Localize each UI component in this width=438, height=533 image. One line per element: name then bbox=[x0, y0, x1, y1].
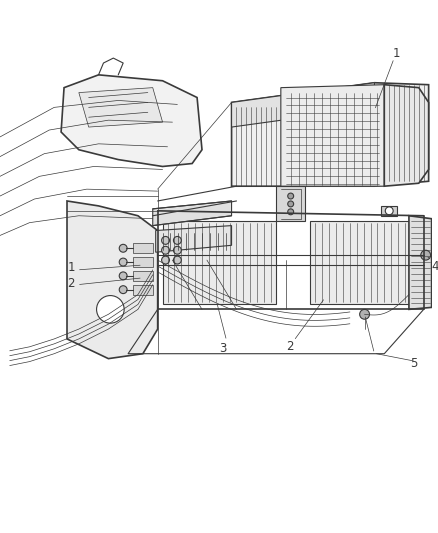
Polygon shape bbox=[232, 83, 374, 127]
Circle shape bbox=[173, 237, 181, 244]
Text: 4: 4 bbox=[431, 260, 438, 272]
Polygon shape bbox=[179, 206, 195, 216]
Circle shape bbox=[288, 209, 293, 215]
Circle shape bbox=[119, 258, 127, 266]
Polygon shape bbox=[381, 206, 397, 216]
Circle shape bbox=[288, 193, 293, 199]
Circle shape bbox=[173, 246, 181, 254]
Polygon shape bbox=[384, 85, 429, 186]
Polygon shape bbox=[133, 244, 153, 253]
Polygon shape bbox=[67, 201, 158, 359]
Circle shape bbox=[385, 207, 393, 215]
Text: 5: 5 bbox=[410, 357, 417, 370]
Circle shape bbox=[292, 207, 300, 215]
Polygon shape bbox=[276, 186, 305, 221]
Circle shape bbox=[288, 201, 293, 207]
Circle shape bbox=[360, 309, 370, 319]
Polygon shape bbox=[311, 221, 409, 304]
Polygon shape bbox=[133, 285, 153, 295]
Polygon shape bbox=[409, 216, 431, 309]
Text: 1: 1 bbox=[392, 47, 400, 60]
Circle shape bbox=[173, 256, 181, 264]
Polygon shape bbox=[155, 225, 232, 252]
Circle shape bbox=[183, 207, 191, 215]
Polygon shape bbox=[133, 271, 153, 281]
Circle shape bbox=[421, 250, 431, 260]
Text: 1: 1 bbox=[67, 262, 75, 274]
Text: 3: 3 bbox=[219, 342, 226, 356]
Polygon shape bbox=[162, 221, 276, 304]
Circle shape bbox=[162, 246, 170, 254]
Polygon shape bbox=[281, 85, 384, 186]
Circle shape bbox=[96, 296, 124, 323]
Circle shape bbox=[119, 286, 127, 294]
Circle shape bbox=[162, 237, 170, 244]
Polygon shape bbox=[61, 75, 202, 166]
Circle shape bbox=[119, 244, 127, 252]
Circle shape bbox=[162, 256, 170, 264]
Polygon shape bbox=[133, 257, 153, 267]
Polygon shape bbox=[288, 206, 304, 216]
Text: 2: 2 bbox=[286, 340, 293, 353]
Polygon shape bbox=[79, 87, 162, 127]
Polygon shape bbox=[232, 83, 429, 186]
Circle shape bbox=[119, 272, 127, 280]
Polygon shape bbox=[153, 201, 232, 225]
Text: 2: 2 bbox=[67, 277, 75, 290]
